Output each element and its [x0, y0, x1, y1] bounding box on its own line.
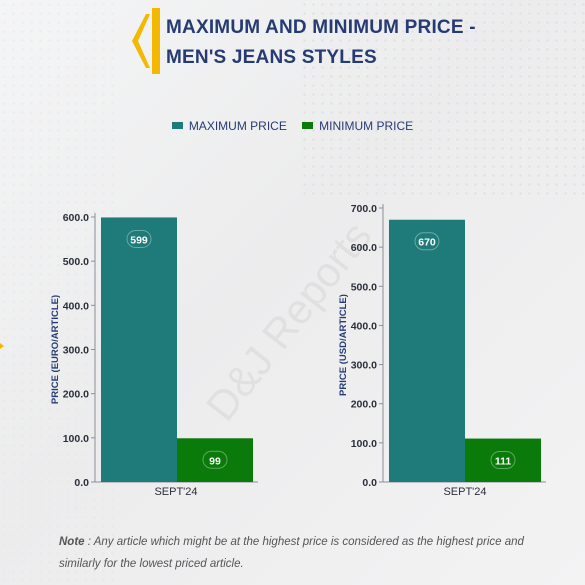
y-tick-label: 400.0 [63, 300, 89, 312]
y-tick-label: 100.0 [63, 433, 89, 445]
y-tick-label: 600.0 [351, 242, 377, 254]
x-category-label: SEPT'24 [154, 486, 197, 498]
data-label: 99 [209, 455, 221, 467]
data-label-badge [414, 232, 440, 251]
data-label-badge [490, 451, 516, 470]
y-tick-label: 500.0 [63, 256, 89, 268]
y-tick-label: 600.0 [63, 212, 89, 224]
y-axis-title: PRICE (USD/ARTICLE) [338, 294, 349, 396]
footnote-text: : Any article which might be at the high… [59, 536, 524, 570]
y-axis-title: PRICE (EURO/ARTICLE) [50, 295, 61, 404]
legend-swatch-min [302, 122, 314, 129]
data-label: 111 [495, 456, 512, 468]
y-tick-label: 0.0 [362, 477, 377, 489]
footnote: Note : Any article which might be at the… [59, 531, 559, 575]
y-tick-label: 700.0 [351, 203, 377, 215]
y-tick-label: 0.0 [74, 477, 89, 489]
dot-pattern-left [0, 0, 120, 585]
data-label-badge [126, 229, 152, 248]
dot-pattern [300, 0, 585, 200]
y-tick-label: 300.0 [63, 345, 89, 357]
bar-maximum-price [389, 219, 465, 482]
legend: MAXIMUM PRICE MINIMUM PRICE [0, 118, 585, 133]
y-tick-label: 300.0 [351, 360, 377, 372]
y-tick-label: 500.0 [351, 281, 377, 293]
data-label-badge [202, 450, 228, 469]
y-tick-label: 100.0 [351, 438, 377, 450]
data-label: 670 [418, 237, 436, 249]
y-tick-label: 200.0 [351, 399, 377, 411]
y-tick-label: 200.0 [63, 389, 89, 401]
chevron-accent-icon [132, 8, 160, 74]
legend-label-max: MAXIMUM PRICE [188, 118, 287, 133]
page-title-line-2: MEN'S JEANS STYLES [166, 47, 377, 68]
bar-maximum-price [101, 217, 177, 483]
legend-item-min: MINIMUM PRICE [302, 119, 413, 133]
legend-swatch-max [171, 122, 183, 129]
legend-item-max: MAXIMUM PRICE [171, 118, 287, 133]
side-arrow-icon [0, 343, 4, 349]
page-title-line-1: MAXIMUM AND MINIMUM PRICE - [166, 17, 476, 38]
footnote-label: Note [59, 536, 85, 548]
data-label: 599 [130, 234, 148, 246]
legend-label-min: MINIMUM PRICE [319, 118, 414, 133]
y-tick-label: 400.0 [351, 320, 377, 332]
x-category-label: SEPT'24 [443, 486, 486, 498]
title-block: MAXIMUM AND MINIMUM PRICE - MEN'S JEANS … [130, 8, 570, 74]
